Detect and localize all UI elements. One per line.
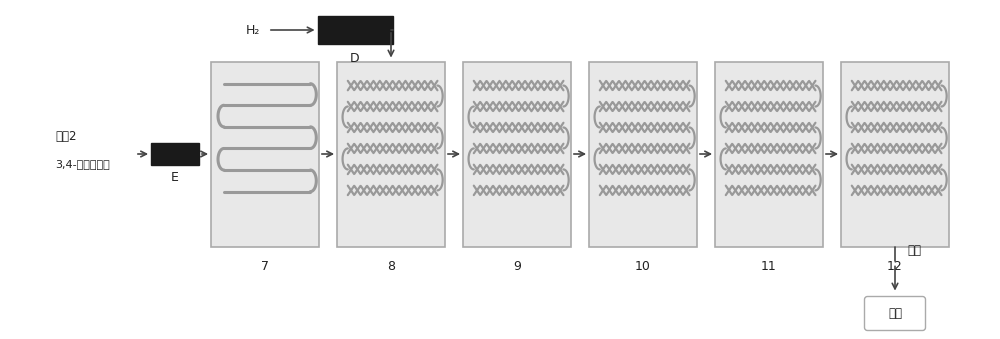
Bar — [337, 61, 445, 246]
Text: 11: 11 — [761, 260, 777, 274]
Text: D: D — [350, 52, 360, 65]
Bar — [463, 61, 571, 246]
Text: 9: 9 — [513, 260, 521, 274]
Text: 物料2: 物料2 — [55, 129, 76, 142]
Bar — [589, 61, 697, 246]
Bar — [841, 61, 949, 246]
Text: E: E — [171, 171, 179, 184]
Bar — [318, 16, 392, 44]
Text: 处理: 处理 — [907, 244, 921, 257]
Text: 8: 8 — [387, 260, 395, 274]
Text: 7: 7 — [261, 260, 269, 274]
Bar — [211, 61, 319, 246]
Text: 产品: 产品 — [888, 307, 902, 320]
Text: H₂: H₂ — [246, 23, 260, 37]
FancyBboxPatch shape — [864, 297, 926, 331]
Text: 12: 12 — [887, 260, 903, 274]
Bar — [715, 61, 823, 246]
Text: 3,4-二氯硝基苯: 3,4-二氯硝基苯 — [55, 159, 110, 169]
Bar — [151, 143, 199, 165]
Text: 10: 10 — [635, 260, 651, 274]
